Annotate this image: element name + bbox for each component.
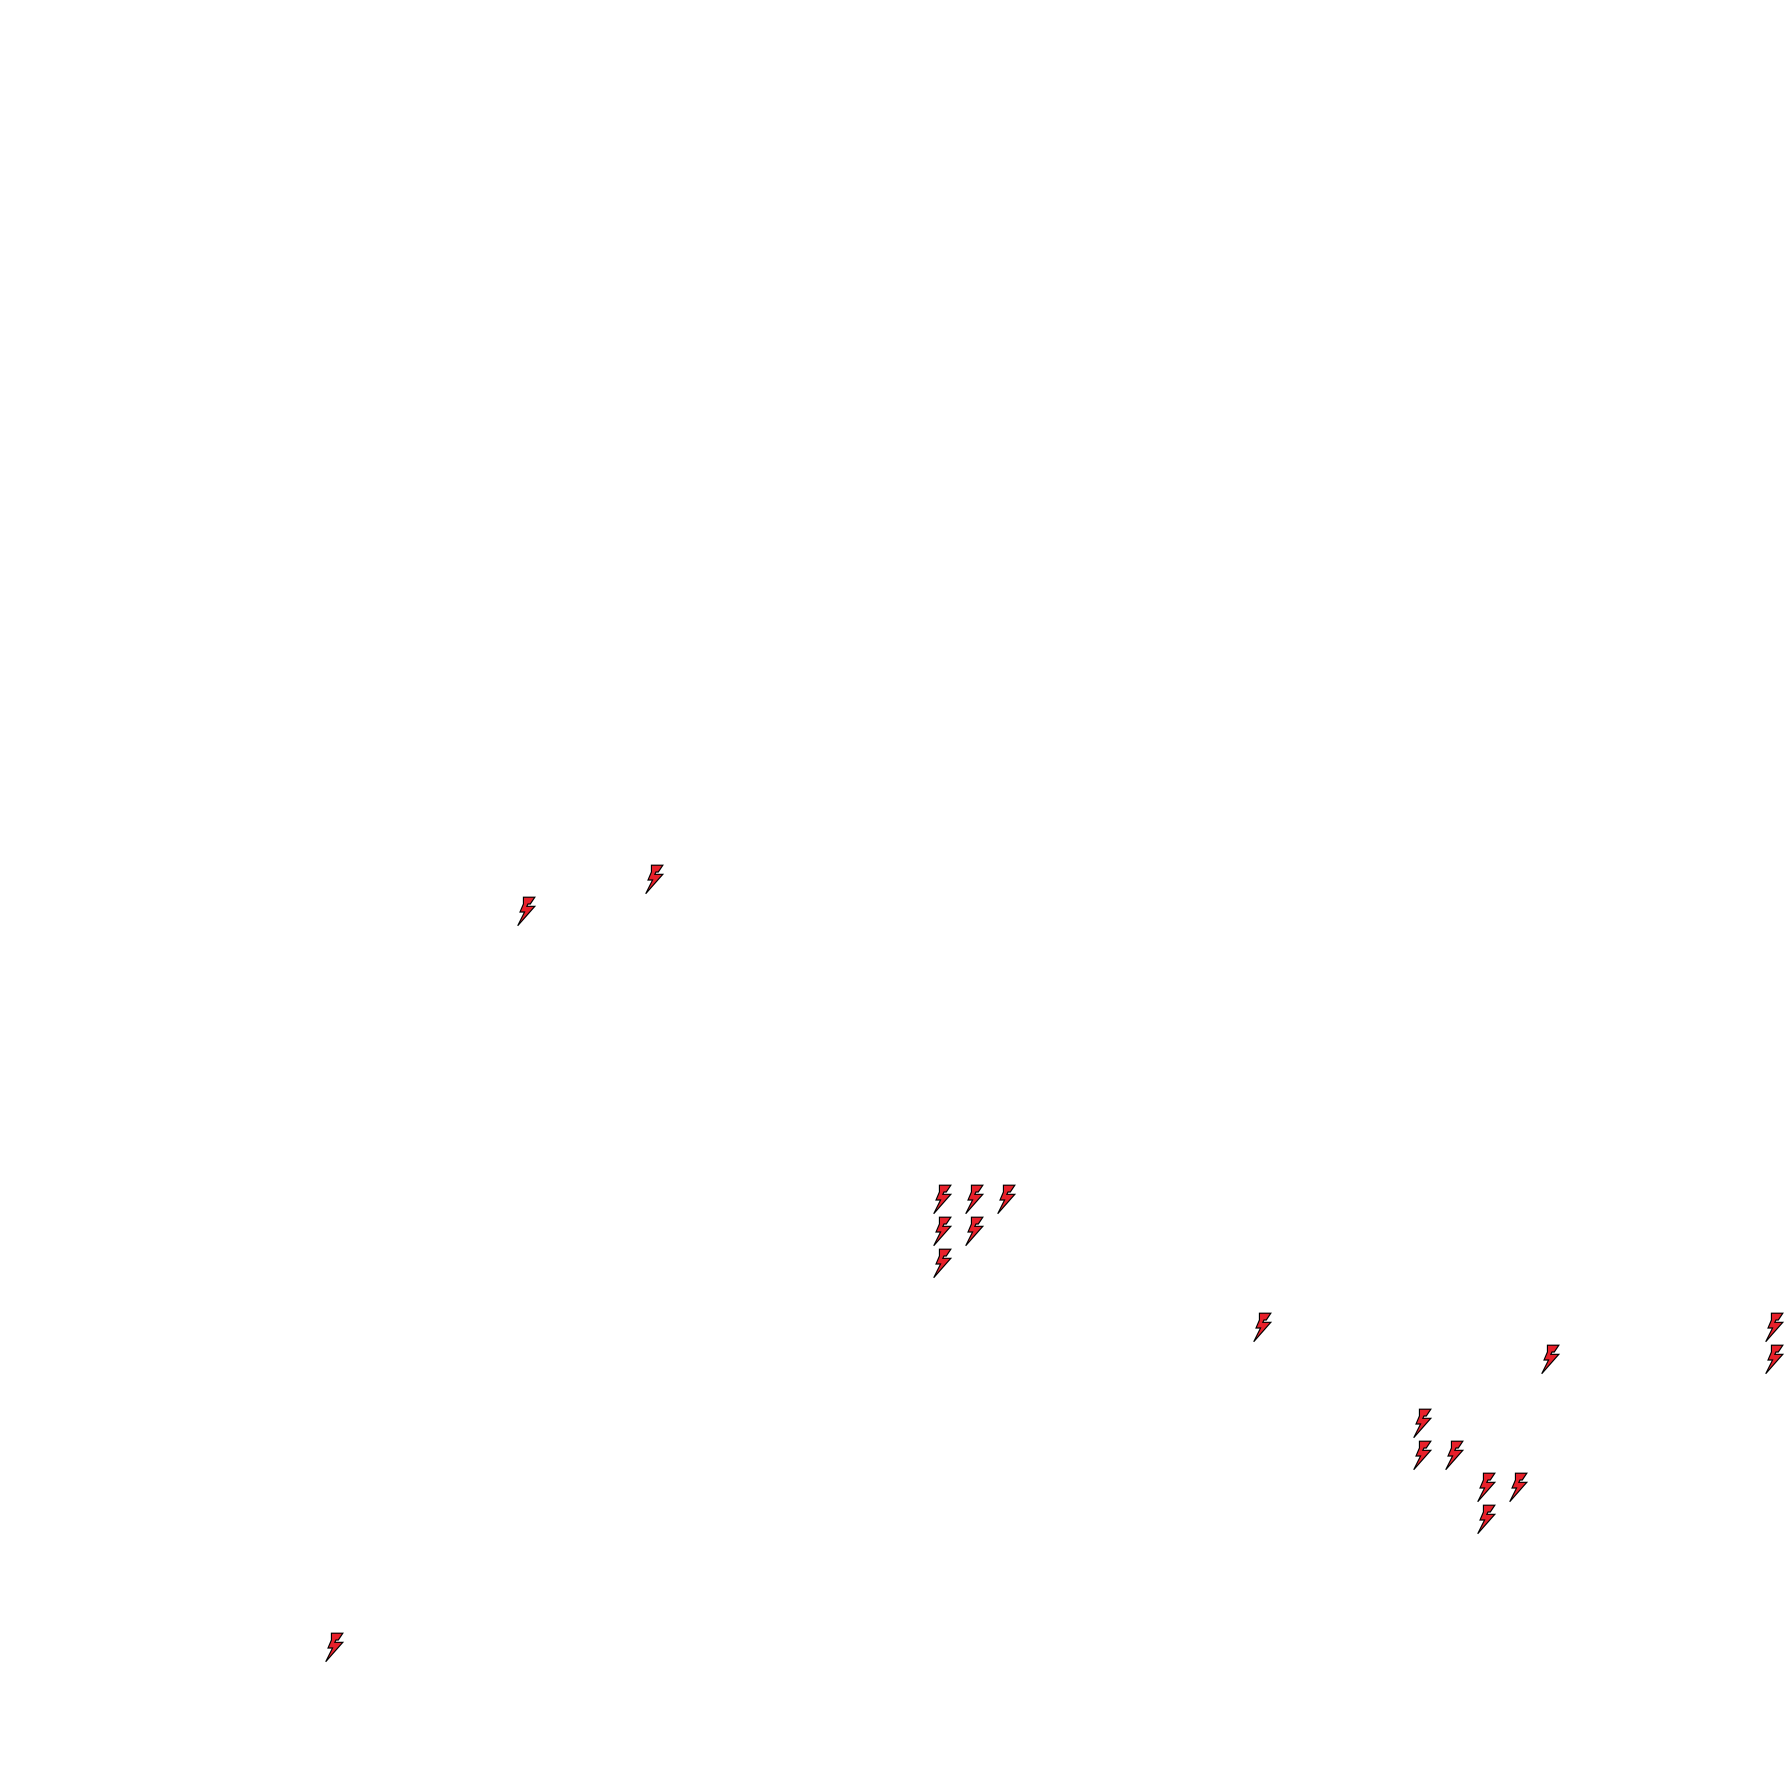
lightning-icon xyxy=(997,1184,1016,1215)
lightning-icon xyxy=(1765,1312,1784,1343)
lightning-icon xyxy=(933,1248,952,1279)
lightning-layer xyxy=(325,864,1784,1663)
lightning-icon xyxy=(933,1184,952,1215)
lightning-icon xyxy=(1413,1408,1432,1439)
lightning-icon xyxy=(645,864,664,895)
lightning-icon xyxy=(1765,1344,1784,1375)
lightning-icon xyxy=(933,1216,952,1247)
lightning-icon xyxy=(1541,1344,1560,1375)
lightning-icon xyxy=(965,1216,984,1247)
lightning-icon xyxy=(1477,1504,1496,1535)
lightning-icon xyxy=(1413,1440,1432,1471)
lightning-icon xyxy=(517,896,536,927)
lightning-icon xyxy=(1253,1312,1272,1343)
lightning-icon xyxy=(1477,1472,1496,1503)
lightning-icon xyxy=(965,1184,984,1215)
lightning-icon xyxy=(325,1632,344,1663)
lightning-icon xyxy=(1509,1472,1528,1503)
lightning-icon xyxy=(1445,1440,1464,1471)
